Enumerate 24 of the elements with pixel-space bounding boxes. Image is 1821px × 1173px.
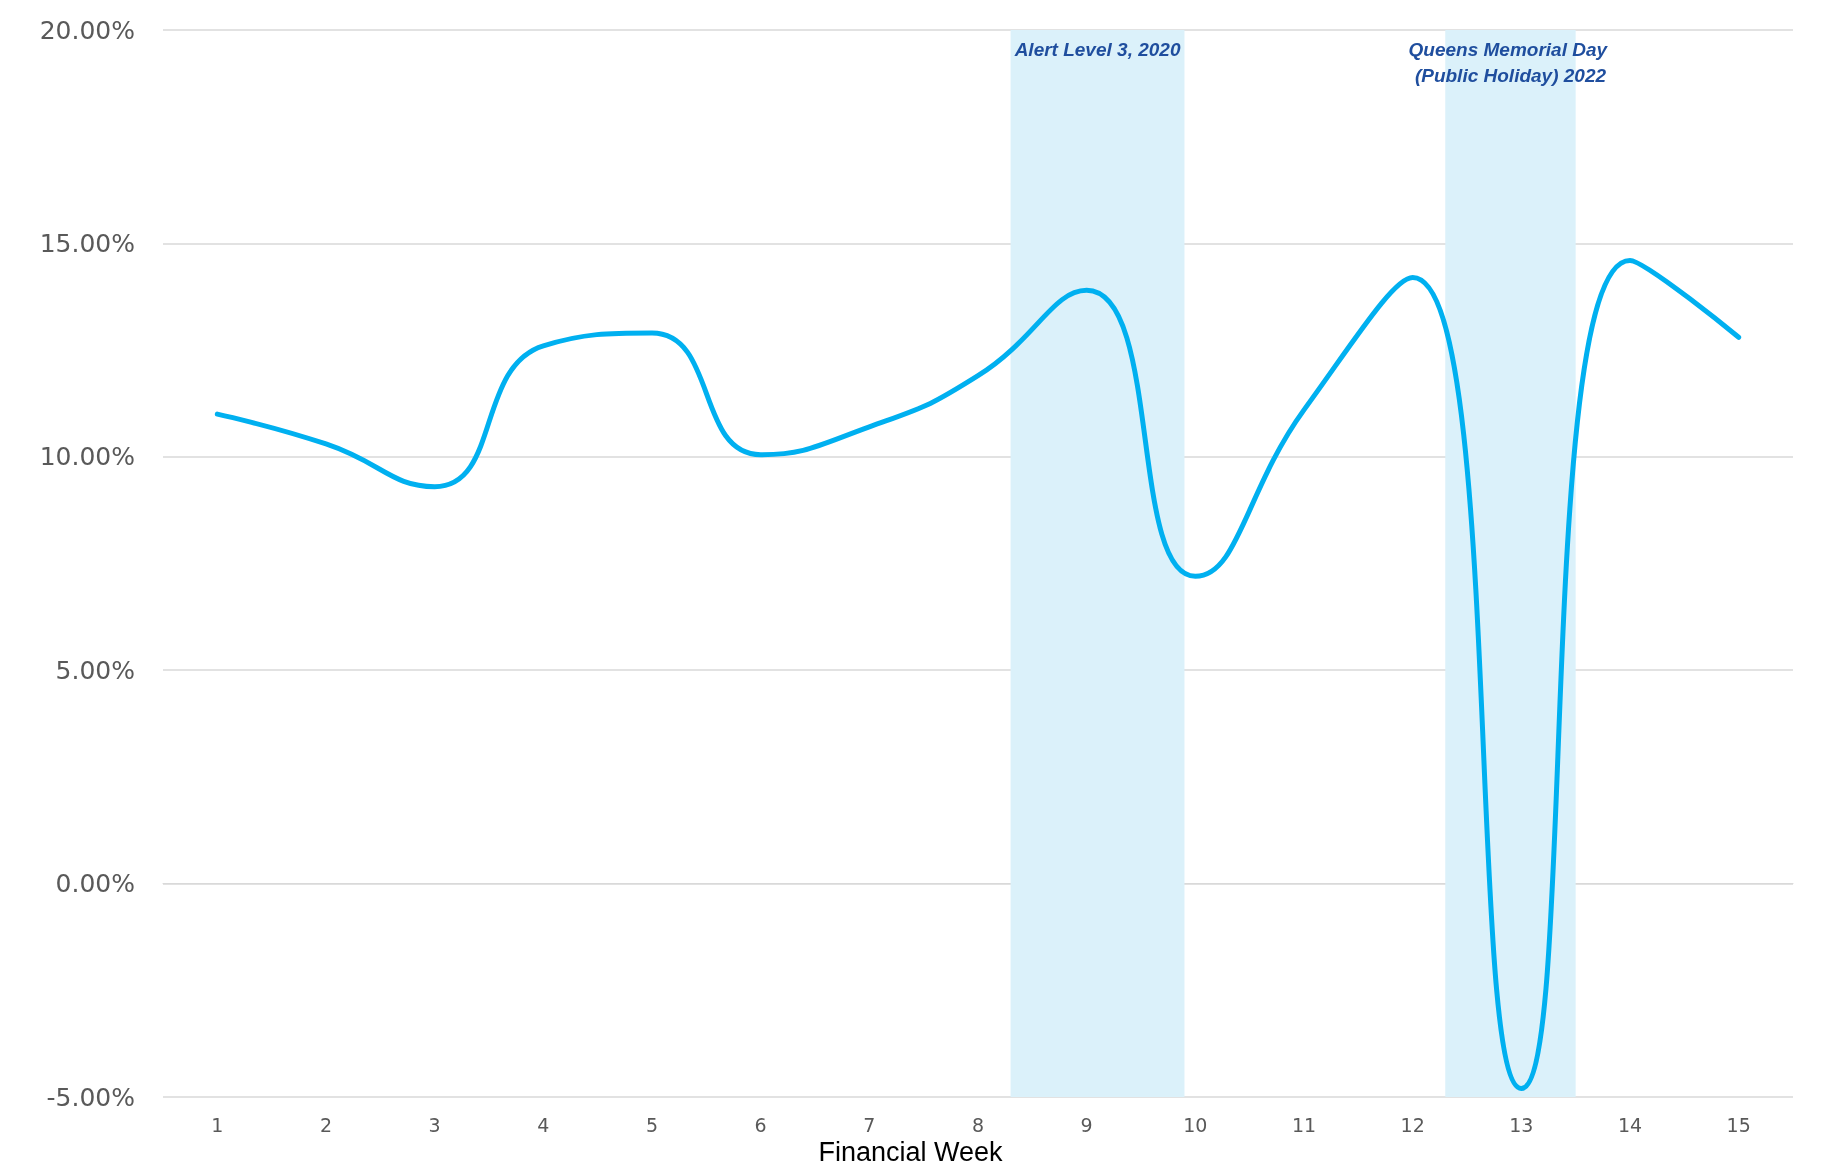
x-tick-label: 15 <box>1726 1113 1751 1136</box>
y-tick-label: -5.00% <box>46 1082 135 1112</box>
band-label: Alert Level 3, 2020 <box>1013 38 1181 60</box>
x-tick-label: 7 <box>863 1113 876 1136</box>
x-tick-label: 9 <box>1080 1113 1093 1136</box>
x-tick-label: 4 <box>537 1113 550 1136</box>
y-tick-label: 0.00% <box>55 869 135 899</box>
x-tick-label: 13 <box>1509 1113 1534 1136</box>
x-tick-label: 8 <box>971 1113 985 1136</box>
x-tick-label: 1 <box>211 1113 224 1136</box>
x-tick-label: 12 <box>1400 1113 1425 1136</box>
y-tick-label: 5.00% <box>55 655 135 685</box>
x-tick-label: 2 <box>319 1113 333 1136</box>
x-tick-label: 3 <box>428 1113 441 1136</box>
y-tick-label: 10.00% <box>39 442 135 472</box>
band-label: Queens Memorial Day (Public Holiday) 2022 <box>1408 38 1613 86</box>
x-tick-label: 10 <box>1183 1113 1208 1136</box>
x-tick-label: 5 <box>645 1113 659 1136</box>
x-axis-title: Financial Week <box>818 1136 1004 1167</box>
x-tick-label: 14 <box>1617 1113 1643 1136</box>
x-tick-label: 11 <box>1291 1113 1317 1136</box>
y-tick-label: 20.00% <box>39 15 135 45</box>
x-tick-label: 6 <box>754 1113 767 1136</box>
y-tick-label: 15.00% <box>39 228 135 258</box>
